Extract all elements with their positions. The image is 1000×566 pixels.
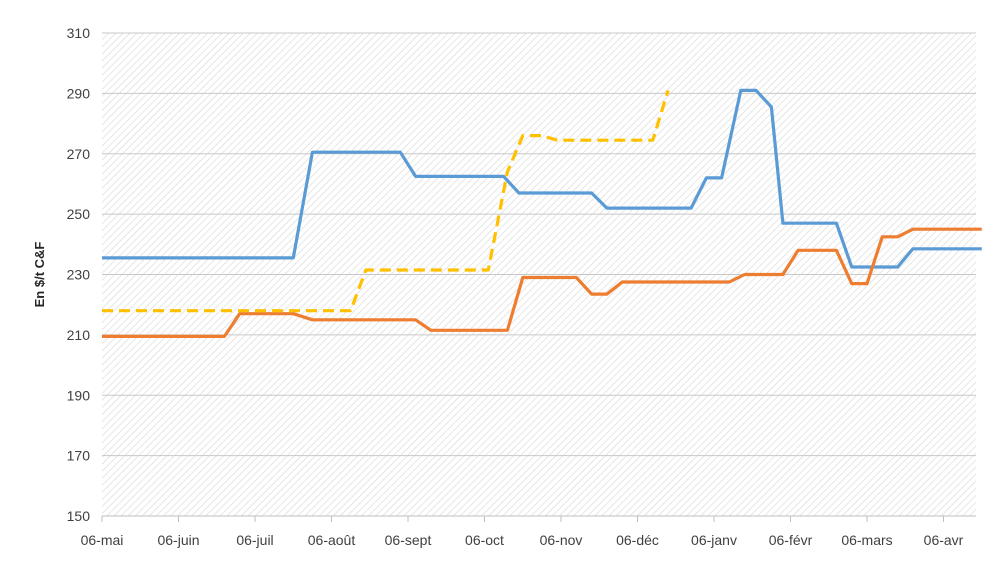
y-tick-label: 230 bbox=[67, 267, 91, 283]
x-tick-label: 06-sept bbox=[385, 532, 432, 548]
x-tick-label: 06-juil bbox=[236, 532, 273, 548]
gridlines bbox=[102, 32, 976, 457]
y-tick-label: 170 bbox=[67, 448, 91, 464]
y-tick-label: 190 bbox=[67, 387, 91, 403]
x-tick-label: 06-nov bbox=[540, 532, 583, 548]
axes: 150 170 190 210 230 250 270 290 310 06-mai 06-juin… bbox=[67, 25, 976, 548]
y-tick-label: 270 bbox=[67, 146, 91, 162]
y-tick-label: 150 bbox=[67, 508, 91, 524]
y-tick-label: 310 bbox=[67, 25, 91, 41]
y-axis-label: En $/t C&F bbox=[32, 242, 47, 308]
series-line-3 bbox=[102, 89, 670, 313]
x-tick-label: 06-oct bbox=[465, 532, 504, 548]
series-line-1 bbox=[102, 88, 982, 269]
x-tick-label: 06-mai bbox=[81, 532, 124, 548]
x-tick-label: 06-déc bbox=[616, 532, 659, 548]
x-tick-label: 06-avr bbox=[924, 532, 964, 548]
x-tick-label: 06-mars bbox=[841, 532, 892, 548]
series-line-2 bbox=[102, 227, 982, 338]
x-tick-label: 06-juin bbox=[157, 532, 199, 548]
x-tick-label: 06-août bbox=[308, 532, 356, 548]
y-tick-label: 250 bbox=[67, 206, 91, 222]
y-tick-label: 210 bbox=[67, 327, 91, 343]
x-tick-label: 06-févr bbox=[769, 532, 813, 548]
y-tick-label: 290 bbox=[67, 85, 91, 101]
x-tick-label: 06-janv bbox=[691, 532, 737, 548]
series-lines bbox=[102, 88, 982, 338]
